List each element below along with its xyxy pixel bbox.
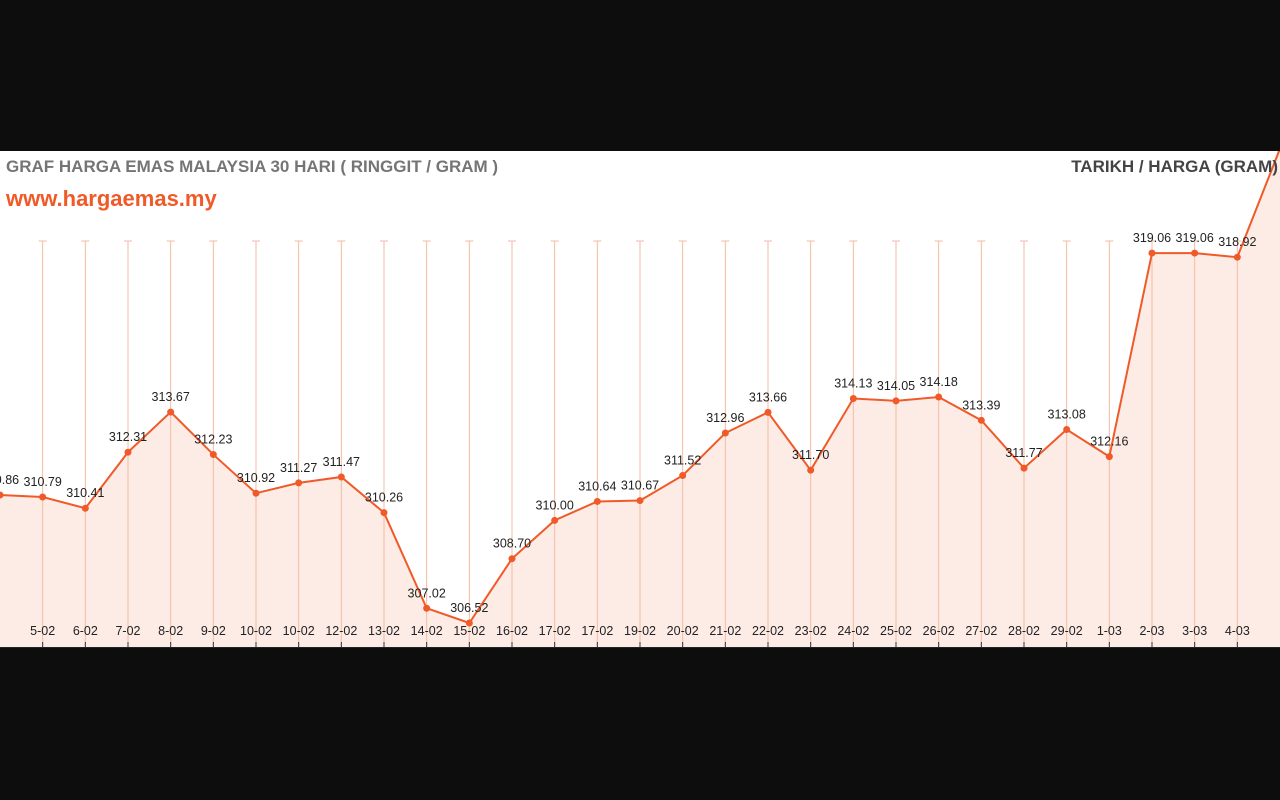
x-tick-label: 24-02 [837,624,869,638]
data-label: 310.92 [237,471,275,485]
data-point [508,555,516,563]
data-label: 310.86 [0,473,19,487]
x-tick-label: 15-02 [453,624,485,638]
x-tick-label: 1-03 [1097,624,1122,638]
data-label: 312.96 [706,411,744,425]
data-point [337,473,345,481]
area-fill [0,151,1280,648]
site-link[interactable]: www.hargaemas.my [6,186,217,211]
data-point [252,489,260,497]
data-point [764,408,772,416]
x-tick-label: 7-02 [115,624,140,638]
x-tick-label: 5-02 [30,624,55,638]
data-point [807,466,815,474]
data-point [1277,151,1280,153]
data-point [721,429,729,437]
data-point [849,395,857,403]
data-point [1020,464,1028,472]
data-label: 310.79 [24,475,62,489]
x-tick-label: 6-02 [73,624,98,638]
data-point [295,479,303,487]
data-label: 313.08 [1048,407,1086,421]
data-point [380,509,388,517]
data-label: 310.41 [66,486,104,500]
data-label: 311.47 [323,455,360,469]
x-tick-label: 8-02 [158,624,183,638]
data-point [1148,249,1156,257]
x-tick-label: 22-02 [752,624,784,638]
data-point [124,448,132,456]
x-tick-label: 29-02 [1051,624,1083,638]
x-tick-label: 10-02 [283,624,315,638]
data-point [977,416,985,424]
data-point [81,504,89,512]
data-point [167,408,175,416]
x-tick-label: 12-02 [325,624,357,638]
data-point [935,393,943,401]
data-point [465,619,473,627]
data-point [209,451,217,459]
x-tick-label: 21-02 [709,624,741,638]
data-point [1191,249,1199,257]
data-point [636,497,644,505]
data-label: 307.02 [408,586,446,600]
data-label: 313.66 [749,390,787,404]
price-chart: 310.86 310.79 5-02 310.41 6-02 312.31 7-02 313.… [0,151,1280,648]
data-label: 314.05 [877,379,915,393]
x-tick-label: 23-02 [795,624,827,638]
data-point [1105,453,1113,461]
data-label: 311.52 [664,454,701,468]
data-label: 306.52 [450,601,488,615]
x-tick-label: 26-02 [923,624,955,638]
x-tick-label: 17-02 [539,624,571,638]
data-label: 313.39 [962,398,1000,412]
x-tick-label: 9-02 [201,624,226,638]
x-tick-label: 25-02 [880,624,912,638]
data-point [39,493,47,501]
data-label: 310.26 [365,491,403,505]
data-label: 319.06 [1176,231,1214,245]
data-point [0,491,4,499]
data-label: 311.27 [280,461,317,475]
data-point [551,516,559,524]
chart-panel: 310.86 310.79 5-02 310.41 6-02 312.31 7-02 313.… [0,151,1280,648]
x-tick-label: 4-03 [1225,624,1250,638]
data-label: 312.23 [194,433,232,447]
data-label: 311.70 [792,448,829,462]
x-tick-label: 13-02 [368,624,400,638]
data-label: 319.06 [1133,231,1171,245]
x-tick-label: 2-03 [1139,624,1164,638]
data-point [679,472,687,479]
x-tick-label: 14-02 [411,624,443,638]
x-tick-label: 20-02 [667,624,699,638]
data-label: 310.00 [536,498,574,512]
data-label: 313.67 [152,390,190,404]
date-price-heading: TARIKH / HARGA (GRAM) [1071,157,1278,176]
data-label: 310.67 [621,479,659,493]
data-label: 318.92 [1218,235,1256,249]
data-point [1063,425,1071,433]
x-tick-label: 19-02 [624,624,656,638]
data-point [423,604,431,612]
data-label: 314.13 [834,377,872,391]
x-tick-label: 3-03 [1182,624,1207,638]
data-label: 311.77 [1005,446,1042,460]
data-label: 312.16 [1090,435,1128,449]
data-label: 312.31 [109,430,147,444]
x-tick-label: 28-02 [1008,624,1040,638]
x-tick-label: 16-02 [496,624,528,638]
data-label: 308.70 [493,537,531,551]
chart-title: GRAF HARGA EMAS MALAYSIA 30 HARI ( RINGG… [6,157,499,176]
data-label: 314.18 [920,375,958,389]
x-tick-label: 10-02 [240,624,272,638]
x-tick-label: 27-02 [965,624,997,638]
x-tick-label: 17-02 [581,624,613,638]
data-point [892,397,900,405]
data-point [593,497,601,505]
data-point [1233,253,1241,261]
data-label: 310.64 [578,479,616,493]
